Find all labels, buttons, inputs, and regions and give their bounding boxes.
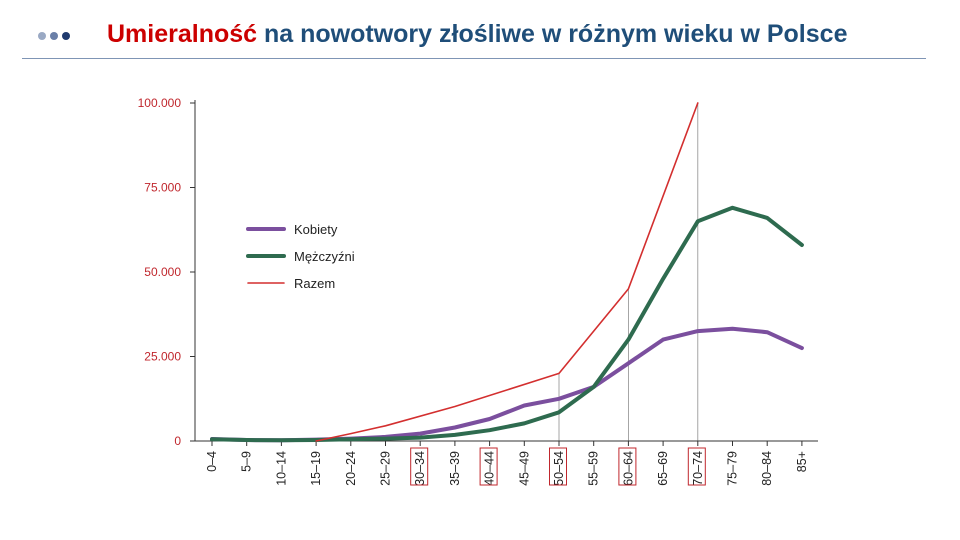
x-tick-label: 65–69: [656, 451, 670, 486]
y-tick-label: 0: [174, 434, 181, 448]
y-tick-label: 100.000: [138, 96, 182, 110]
x-tick-label: 5–9: [240, 451, 254, 472]
dot-icon: [62, 32, 70, 40]
slide-header: Umieralność na nowotwory złośliwe w różn…: [0, 0, 960, 62]
y-axis-ticks: 0 25.000 50.000 75.000 100.000: [138, 96, 195, 448]
chart-legend: Kobiety Mężczyźni Razem: [246, 222, 355, 291]
title-rest: na nowotwory złośliwe w różnym wieku w P…: [257, 20, 848, 48]
series-line-razem: [315, 102, 699, 442]
x-tick-highlight-box: [687, 447, 706, 486]
series-line-kobiety: [210, 326, 804, 443]
legend-label: Kobiety: [294, 222, 338, 237]
chart-series: [210, 102, 804, 443]
x-tick-highlight-box: [618, 447, 637, 486]
slide-title: Umieralność na nowotwory złośliwe w różn…: [107, 20, 847, 49]
x-tick-label: 10–14: [274, 451, 288, 486]
x-tick-highlight-box: [479, 447, 498, 486]
x-tick-label: 15–19: [309, 451, 323, 486]
y-tick-label: 25.000: [144, 350, 181, 364]
title-accent: Umieralność: [107, 20, 258, 48]
x-tick-label: 70–74: [691, 451, 705, 486]
dot-icon: [38, 32, 46, 40]
series-line-mężczyźni: [210, 205, 804, 443]
x-axis-ticks: 0–4 5–9 10–14 15–19 20–24 25–29 30–34 35–39 40–4…: [205, 441, 809, 486]
x-tick-label: 20–24: [344, 451, 358, 486]
legend-label: Mężczyźni: [294, 249, 355, 264]
y-tick-label: 50.000: [144, 265, 181, 279]
x-tick-label: 60–64: [621, 451, 635, 486]
x-tick-label: 40–44: [483, 451, 497, 486]
x-tick-label: 75–79: [726, 451, 740, 486]
y-tick-label: 75.000: [144, 181, 181, 195]
x-tick-label: 85+: [795, 451, 809, 472]
x-tick-label: 30–34: [413, 451, 427, 486]
x-tick-label: 45–49: [517, 451, 531, 486]
x-tick-label: 80–84: [760, 451, 774, 486]
header-divider: [22, 58, 926, 59]
dot-icon: [50, 32, 58, 40]
bullet-dots-icon: [38, 32, 70, 40]
x-tick-highlight-box: [410, 447, 429, 486]
x-tick-label: 35–39: [448, 451, 462, 486]
x-tick-label: 25–29: [379, 451, 393, 486]
x-tick-label: 50–54: [552, 451, 566, 486]
x-tick-label: 55–59: [587, 451, 601, 486]
x-tick-label: 0–4: [205, 451, 219, 472]
legend-label: Razem: [294, 276, 335, 291]
x-tick-highlight-box: [549, 447, 567, 486]
